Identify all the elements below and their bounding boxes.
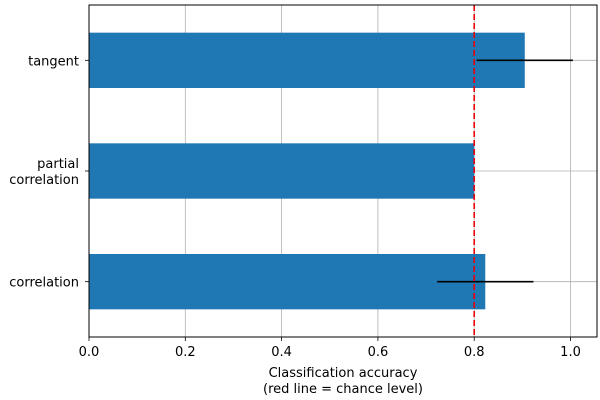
y-tick-label-0-0: correlation [9,276,79,291]
y-tick-label-2-0: tangent [28,54,79,69]
x-axis-label-line-1: (red line = chance level) [263,382,423,397]
x-axis-label-line-0: Classification accuracy [269,366,418,381]
y-tick-label-1-0: partial [37,157,79,172]
x-tick-label-3: 0.6 [368,345,389,360]
x-axis-label-group: Classification accuracy(red line = chanc… [263,366,423,397]
bars [89,32,525,310]
bar-2 [89,32,525,88]
x-axis-ticks: 0.0 0.2 0.4 0.6 0.8 1.0 [79,337,581,360]
x-tick-label-2: 0.4 [271,345,292,360]
bar-0 [89,254,486,310]
bar-1 [89,143,475,199]
y-tick-label-1-1: correlation [9,173,79,188]
x-tick-label-5: 1.0 [560,345,581,360]
x-tick-label-4: 0.8 [464,345,485,360]
x-tick-label-1: 0.2 [175,345,196,360]
error-bars [437,59,573,283]
x-tick-label-0: 0.0 [79,345,100,360]
